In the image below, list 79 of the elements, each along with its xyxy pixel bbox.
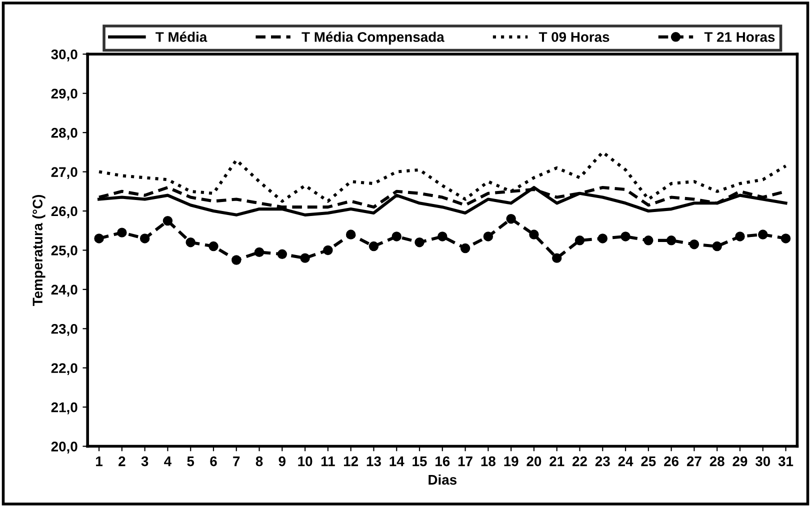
point (438, 232, 448, 242)
legend-label: T 09 Horas (538, 32, 610, 42)
point (162, 216, 173, 226)
point (620, 232, 630, 242)
y-tick-label: 24,0 (51, 284, 78, 297)
point (414, 238, 424, 248)
point (529, 230, 539, 240)
point (208, 241, 218, 252)
point (186, 238, 196, 248)
y-axis-title: Temperatura (°C) (32, 195, 46, 306)
x-tick-label: 27 (686, 456, 702, 466)
x-tick-label: 24 (618, 456, 634, 466)
point (780, 234, 791, 244)
point (232, 255, 242, 265)
legend-label: T 21 Horas (704, 32, 775, 42)
point (460, 243, 470, 254)
y-tick-label: 22,0 (51, 363, 78, 376)
x-tick-label: 1 (96, 456, 103, 466)
x-tick-label: 26 (664, 456, 679, 466)
point (368, 241, 379, 252)
point (735, 232, 745, 242)
x-tick-label: 21 (550, 456, 564, 466)
x-tick-label: 18 (481, 456, 496, 466)
point (552, 253, 562, 263)
legend-label: T Média Compensada (302, 32, 444, 45)
point (117, 228, 127, 238)
x-tick-label: 3 (141, 456, 148, 466)
y-tick-label: 28,0 (51, 128, 78, 140)
point (323, 245, 333, 256)
x-tick-label: 4 (164, 456, 172, 466)
point (644, 236, 654, 246)
x-tick-label: 30 (755, 456, 770, 466)
x-tick-label: 29 (732, 456, 748, 466)
point (277, 249, 288, 259)
x-tick-label: 8 (256, 456, 263, 466)
point (140, 234, 150, 244)
point (712, 241, 722, 252)
x-tick-label: 13 (366, 456, 381, 466)
point (506, 214, 516, 224)
y-tick-label: 23,0 (51, 324, 78, 336)
legend-label: T Média (156, 32, 208, 42)
y-tick-label: 21,0 (51, 402, 78, 414)
y-tick-label: 30,0 (51, 49, 78, 62)
y-tick-label: 25,0 (51, 246, 78, 258)
y-tick-label: 20,0 (51, 442, 78, 454)
x-tick-label: 14 (390, 456, 404, 466)
x-axis-title: Dias (428, 474, 456, 485)
x-tick-label: 11 (321, 456, 335, 466)
x-tick-label: 25 (641, 456, 656, 466)
point (574, 236, 585, 246)
x-tick-label: 22 (572, 456, 587, 466)
point (666, 236, 676, 246)
x-tick-label: 31 (778, 456, 794, 466)
point (689, 239, 700, 250)
y-tick-label: 27,0 (51, 167, 78, 179)
point (300, 253, 310, 263)
x-tick-label: 6 (210, 456, 217, 466)
x-tick-label: 9 (278, 456, 286, 466)
x-tick-label: 20 (526, 456, 542, 466)
point (94, 234, 104, 244)
x-tick-label: 2 (118, 456, 126, 466)
y-tick-label: 26,0 (51, 206, 78, 218)
x-tick-label: 12 (344, 456, 358, 466)
x-tick-label: 19 (504, 456, 518, 466)
x-tick-label: 17 (458, 456, 472, 466)
point (254, 247, 264, 258)
x-tick-label: 16 (436, 456, 450, 466)
x-tick-label: 23 (595, 456, 610, 466)
point (758, 230, 768, 240)
x-tick-label: 10 (298, 456, 312, 466)
x-tick-label: 28 (710, 456, 724, 466)
point (392, 232, 402, 242)
x-tick-label: 5 (187, 456, 194, 466)
x-tick-label: 15 (412, 456, 427, 466)
y-tick-label: 29,0 (51, 88, 78, 101)
point (483, 232, 494, 242)
point (598, 234, 608, 244)
point (346, 230, 356, 240)
x-tick-label: 7 (233, 456, 240, 466)
